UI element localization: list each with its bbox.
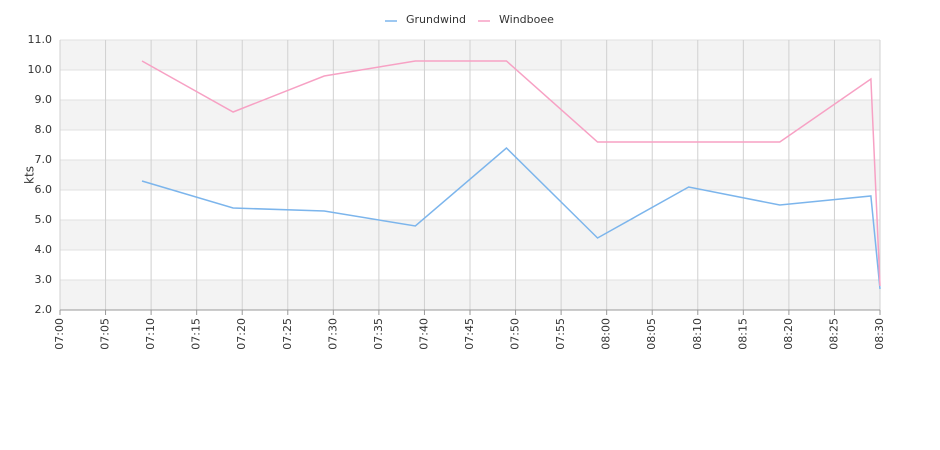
x-tick-label: 07:00: [53, 318, 66, 350]
y-tick-label: 6.0: [35, 183, 53, 196]
x-tick-label: 08:00: [600, 318, 613, 350]
y-tick-label: 11.0: [28, 33, 53, 46]
y-tick-label: 10.0: [28, 63, 53, 76]
y-tick-label: 8.0: [35, 123, 53, 136]
line-series: [141, 146, 881, 290]
x-tick-label: 07:10: [144, 318, 157, 350]
x-tick-label: 07:45: [463, 318, 476, 350]
x-tick-label: 08:20: [782, 318, 795, 350]
y-tick-label: 9.0: [35, 93, 53, 106]
x-tick-label: 08:30: [873, 318, 886, 350]
x-tick-label: 07:50: [509, 318, 522, 350]
y-tick-label: 2.0: [35, 303, 53, 316]
x-tick-label: 08:15: [736, 318, 749, 350]
y-tick-label: 3.0: [35, 273, 53, 286]
x-tick-label: 07:35: [372, 318, 385, 350]
x-tick-label: 07:20: [235, 318, 248, 350]
x-tick-label: 07:55: [554, 318, 567, 350]
x-tick-label: 07:15: [190, 318, 203, 350]
y-tick-label: 7.0: [35, 153, 53, 166]
x-tick-label: 07:30: [326, 318, 339, 350]
x-tick-label: 08:25: [827, 318, 840, 350]
line-series: [141, 60, 881, 287]
legend-label: Grundwind: [406, 13, 466, 26]
y-axis-label: kts: [23, 166, 37, 184]
x-tick-label: 07:05: [99, 318, 112, 350]
y-tick-label: 4.0: [35, 243, 53, 256]
legend-label: Windboee: [499, 13, 554, 26]
x-tick-label: 07:40: [417, 318, 430, 350]
y-tick-label: 5.0: [35, 213, 53, 226]
x-tick-label: 08:10: [691, 318, 704, 350]
x-tick-label: 07:25: [281, 318, 294, 350]
x-tick-label: 08:05: [645, 318, 658, 350]
